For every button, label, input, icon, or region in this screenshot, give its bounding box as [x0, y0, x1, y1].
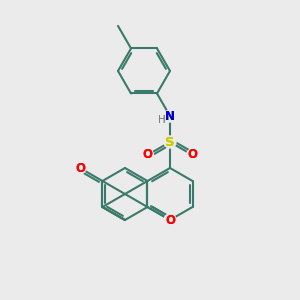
Text: O: O: [75, 161, 85, 175]
Circle shape: [142, 149, 154, 161]
Text: H: H: [158, 115, 166, 125]
Text: O: O: [188, 148, 197, 161]
Text: S: S: [165, 136, 175, 148]
Circle shape: [164, 214, 176, 226]
Text: O: O: [142, 148, 152, 161]
Text: N: N: [165, 110, 175, 122]
Text: O: O: [165, 214, 175, 226]
Circle shape: [74, 162, 86, 174]
Circle shape: [187, 149, 199, 161]
Circle shape: [164, 136, 176, 148]
Text: O: O: [75, 161, 85, 175]
Text: O: O: [142, 148, 152, 161]
Text: O: O: [188, 148, 197, 161]
Text: S: S: [165, 136, 175, 148]
Circle shape: [164, 110, 176, 122]
Text: O: O: [165, 214, 175, 226]
Text: N: N: [165, 110, 175, 122]
Text: H: H: [158, 115, 166, 125]
